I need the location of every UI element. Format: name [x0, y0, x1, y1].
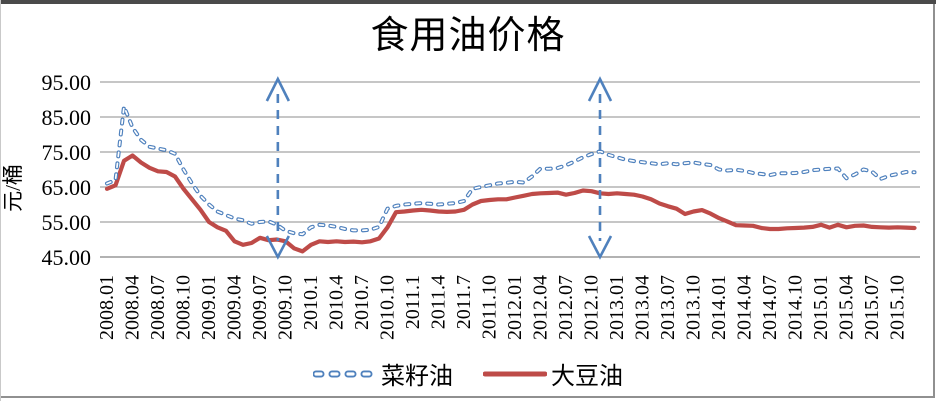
x-tick-label: 2013.04 — [632, 275, 654, 340]
x-tick-label: 2015.10 — [887, 275, 909, 340]
x-tick-label: 2015.01 — [810, 275, 832, 340]
x-tick-label: 2013.07 — [657, 275, 679, 340]
x-tick-label: 2012.04 — [530, 275, 552, 340]
x-tick-label: 2011.7 — [453, 275, 475, 329]
x-tick-label: 2008.07 — [147, 275, 169, 340]
x-tick-label: 2013.10 — [683, 275, 705, 340]
soybean-oil-line-sample — [483, 371, 547, 376]
x-tick-label: 2014.01 — [708, 275, 730, 340]
x-tick-label: 2015.04 — [836, 275, 858, 340]
annotation-arrowhead-down — [587, 235, 613, 260]
x-tick-label: 2009.04 — [224, 275, 246, 340]
x-tick-label: 2011.10 — [479, 275, 501, 339]
legend-label-soybean-oil: 大豆油 — [551, 364, 623, 390]
window-border-right — [933, 4, 935, 398]
x-tick-label: 2012.01 — [504, 275, 526, 340]
x-tick-label: 2014.10 — [785, 275, 807, 340]
x-tick-label: 2010.4 — [326, 275, 348, 330]
x-tick-label: 2013.01 — [606, 275, 628, 340]
x-tick-label: 2009.10 — [275, 275, 297, 340]
x-tick-label: 2008.10 — [173, 275, 195, 340]
legend-label-rapeseed-oil: 菜籽油 — [381, 364, 453, 390]
x-tick-label: 2009.07 — [249, 275, 271, 340]
x-tick-label: 2010.10 — [377, 275, 399, 340]
soybean-oil-line — [104, 153, 917, 254]
window-border-bottom — [1, 396, 934, 398]
annotation-arrowhead-down — [265, 235, 291, 260]
window-border-left — [0, 0, 1, 401]
x-tick-label: 2011.4 — [428, 275, 450, 329]
x-tick-label: 2012.07 — [555, 275, 577, 340]
legend: 菜籽油 大豆油 — [0, 356, 936, 391]
y-tick-label: 45.00 — [42, 245, 92, 270]
y-tick-label: 75.00 — [42, 140, 92, 165]
x-tick-label: 2014.07 — [759, 275, 781, 340]
x-tick-label: 2012.10 — [581, 275, 603, 340]
x-tick-label: 2008.04 — [122, 275, 144, 340]
legend-item-soybean-oil: 大豆油 — [483, 356, 623, 391]
annotation-arrowhead-up — [265, 76, 291, 102]
x-tick-label: 2009.01 — [198, 275, 220, 340]
y-tick-label: 55.00 — [42, 210, 92, 235]
y-tick-label: 85.00 — [42, 105, 92, 130]
x-tick-label: 2008.01 — [96, 275, 118, 340]
y-tick-label: 95.00 — [42, 70, 92, 95]
y-axis-title-text: 元/桶 — [1, 164, 25, 212]
annotation-arrowhead-up — [587, 76, 613, 102]
x-tick-label: 2011.1 — [402, 275, 424, 329]
window-border-top — [0, 0, 936, 4]
x-tick-label: 2014.04 — [734, 275, 756, 340]
x-tick-label: 2010.1 — [300, 275, 322, 330]
x-tick-label: 2010.7 — [351, 275, 373, 330]
rapeseed-oil-line-core — [106, 105, 916, 236]
y-tick-label: 65.00 — [42, 175, 92, 200]
chart-title: 食用油价格 — [370, 15, 566, 57]
rapeseed-oil-line-sample — [313, 370, 377, 377]
x-tick-label: 2015.07 — [861, 275, 883, 340]
legend-item-rapeseed-oil: 菜籽油 — [313, 356, 453, 391]
